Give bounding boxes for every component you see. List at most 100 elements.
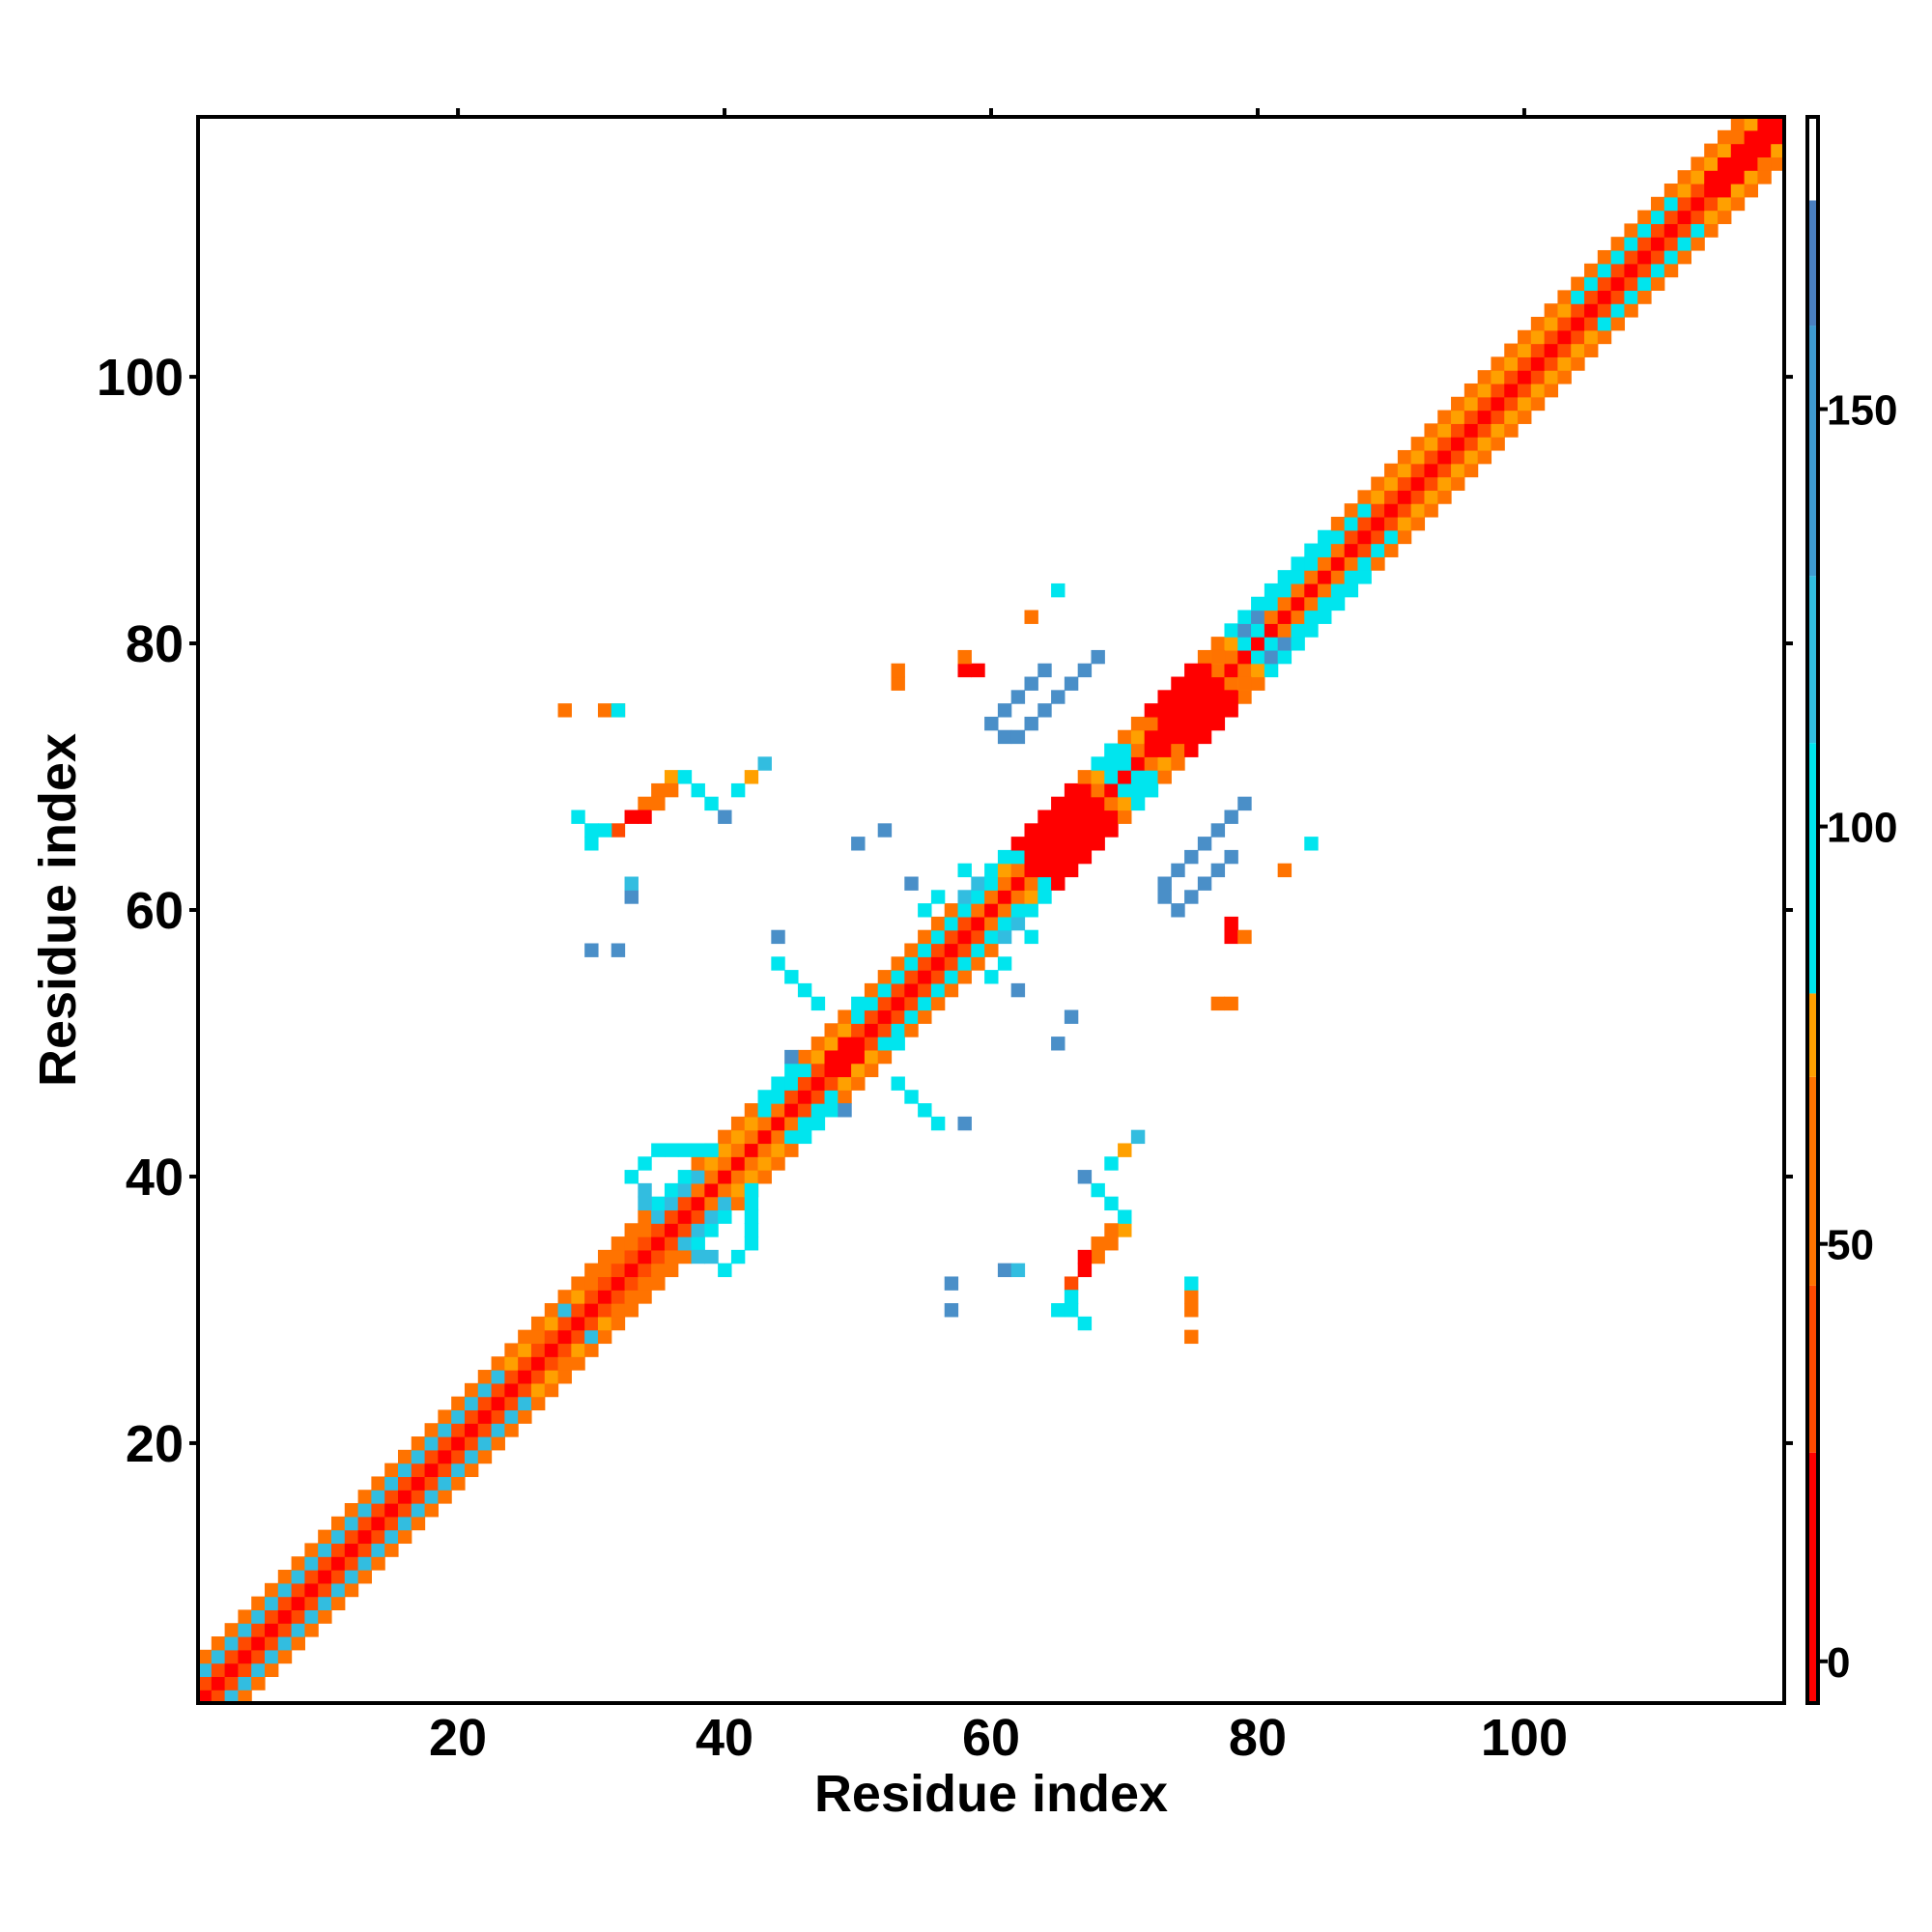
heatmap-cell — [397, 1529, 412, 1545]
heatmap-cell — [1651, 249, 1665, 265]
heatmap-cell — [1264, 582, 1279, 598]
heatmap-cell — [1584, 303, 1599, 318]
heatmap-cell — [1557, 329, 1572, 345]
heatmap-cell — [757, 1170, 772, 1184]
heatmap-cell — [824, 1023, 838, 1037]
heatmap-cell — [1651, 210, 1665, 224]
heatmap-cell — [1410, 516, 1426, 531]
heatmap-cell — [1291, 556, 1305, 571]
heatmap-cell — [464, 1449, 479, 1464]
heatmap-cell — [1771, 117, 1785, 131]
heatmap-cell — [997, 863, 1012, 878]
heatmap-cell — [1424, 463, 1438, 478]
heatmap-cell — [957, 956, 972, 971]
heatmap-cell — [797, 1103, 812, 1118]
heatmap-cell — [1451, 410, 1465, 424]
heatmap-cell — [544, 1382, 559, 1398]
heatmap-cell — [1557, 356, 1572, 371]
heatmap-cell — [277, 1570, 293, 1584]
heatmap-cell — [971, 916, 985, 931]
heatmap-cell — [1251, 663, 1265, 678]
heatmap-cell — [891, 1009, 905, 1024]
heatmap-cell — [411, 1503, 426, 1518]
heatmap-cell — [1704, 143, 1719, 157]
heatmap-cell — [1157, 770, 1172, 784]
heatmap-cell — [957, 929, 972, 945]
heatmap-cell — [718, 1209, 732, 1224]
heatmap-cell — [997, 849, 1012, 865]
heatmap-cell — [1584, 263, 1599, 278]
heatmap-cell — [451, 1449, 466, 1464]
heatmap-cell — [1718, 143, 1732, 157]
heatmap-cell — [1251, 596, 1265, 611]
heatmap-cell — [971, 956, 985, 971]
heatmap-cell — [957, 970, 972, 984]
heatmap-cell — [1544, 316, 1559, 331]
heatmap-cell — [318, 1543, 332, 1557]
heatmap-cell — [330, 1582, 346, 1598]
heatmap-cell — [1024, 823, 1038, 838]
heatmap-cell — [1690, 223, 1705, 238]
heatmap-cell — [1424, 503, 1438, 518]
heatmap-cell — [438, 1436, 452, 1451]
heatmap-cell — [344, 1516, 359, 1531]
heatmap-cell — [1571, 276, 1585, 291]
heatmap-cell — [1010, 890, 1026, 904]
heatmap-cell — [1277, 649, 1293, 665]
heatmap-cell — [397, 1449, 412, 1464]
heatmap-cell — [930, 982, 946, 998]
heatmap-cell — [397, 1516, 412, 1531]
heatmap-cell — [1291, 610, 1305, 624]
heatmap-cell — [784, 970, 799, 984]
heatmap-cell — [1010, 863, 1026, 878]
heatmap-cell — [251, 1596, 266, 1611]
heatmap-cell — [1357, 556, 1372, 571]
heatmap-cell — [1051, 1037, 1065, 1051]
heatmap-cell — [584, 1290, 599, 1304]
heatmap-cell — [1144, 729, 1159, 745]
heatmap-cell — [810, 1049, 826, 1065]
heatmap-cell — [1344, 503, 1359, 518]
heatmap-cell — [1051, 837, 1065, 851]
heatmap-cell — [611, 1276, 626, 1291]
heatmap-cell — [318, 1570, 332, 1584]
heatmap-cell — [1704, 183, 1719, 198]
heatmap-cell — [1051, 849, 1065, 865]
heatmap-cell — [451, 1463, 466, 1478]
heatmap-cell — [1264, 596, 1279, 611]
heatmap-cell — [1637, 223, 1652, 238]
heatmap-cell — [1451, 396, 1465, 412]
heatmap-cell — [704, 1209, 719, 1224]
heatmap-cell — [651, 782, 666, 798]
heatmap-cell — [1463, 463, 1479, 478]
y-tick-label: 40 — [126, 1149, 184, 1207]
heatmap-cell — [224, 1690, 239, 1704]
heatmap-cell — [491, 1436, 505, 1451]
heatmap-cell — [810, 996, 826, 1011]
heatmap-cell — [1318, 582, 1332, 598]
heatmap-cell — [1118, 796, 1132, 811]
heatmap-cell — [1397, 463, 1412, 478]
heatmap-cell — [1330, 570, 1346, 584]
heatmap-cell — [1077, 1249, 1093, 1264]
heatmap-cell — [571, 1356, 585, 1371]
heatmap-cell — [1277, 863, 1293, 878]
heatmap-cell — [1651, 276, 1665, 291]
heatmap-cell — [664, 770, 679, 784]
heatmap-cell — [1491, 410, 1505, 424]
heatmap-cell — [891, 1023, 905, 1037]
heatmap-cell — [718, 1263, 732, 1278]
x-tick-label: 100 — [1481, 1709, 1568, 1767]
heatmap-cell — [1210, 996, 1226, 1011]
heatmap-cell — [1571, 316, 1585, 331]
heatmap-cell — [930, 970, 946, 984]
heatmap-cell — [730, 1182, 746, 1198]
heatmap-cell — [904, 1023, 919, 1037]
heatmap-cell — [1184, 849, 1199, 865]
heatmap-cell — [477, 1370, 493, 1384]
heatmap-cell — [424, 1476, 439, 1491]
heatmap-cell — [797, 1116, 812, 1131]
heatmap-cell — [1130, 770, 1146, 784]
heatmap-cell — [1024, 676, 1038, 691]
heatmap-cell — [904, 943, 919, 957]
